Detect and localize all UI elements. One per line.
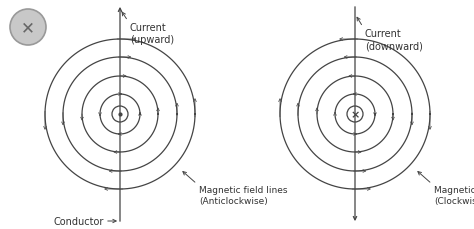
Text: Conductor: Conductor bbox=[54, 216, 104, 226]
Text: Current
(downward): Current (downward) bbox=[365, 29, 423, 51]
Text: ✕: ✕ bbox=[21, 19, 35, 37]
Circle shape bbox=[10, 10, 46, 46]
Text: Magnetic field lines
(Anticlockwise): Magnetic field lines (Anticlockwise) bbox=[199, 185, 288, 205]
Text: Current
(upward): Current (upward) bbox=[130, 23, 174, 45]
Text: Magnetic field lines
(Clockwise): Magnetic field lines (Clockwise) bbox=[434, 185, 474, 205]
Text: ×: × bbox=[350, 109, 360, 120]
